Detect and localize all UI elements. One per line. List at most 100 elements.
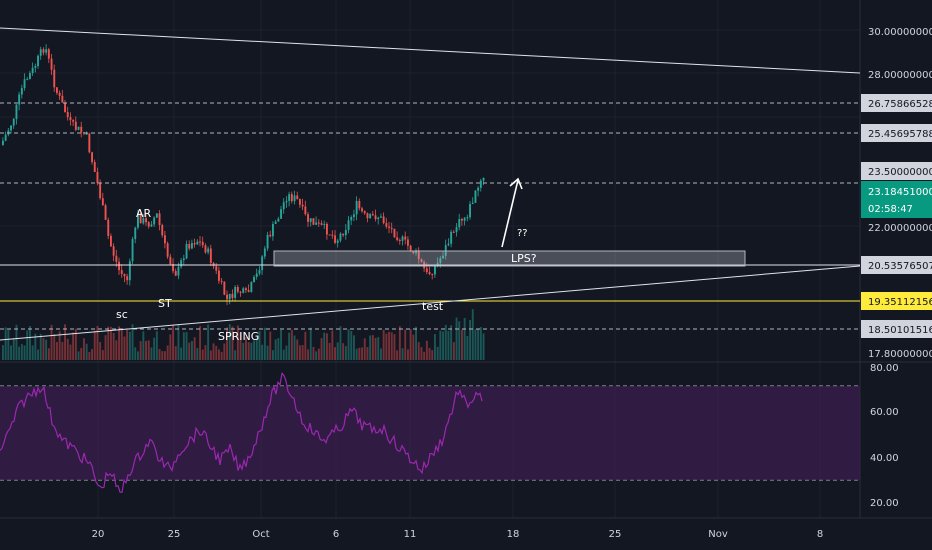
candle-body bbox=[236, 286, 239, 292]
volume-bar bbox=[99, 341, 102, 360]
candle-body bbox=[393, 228, 396, 238]
volume-bar bbox=[328, 342, 331, 360]
volume-bar bbox=[172, 325, 174, 360]
volume-bar bbox=[177, 324, 180, 360]
arrow-drawing[interactable] bbox=[501, 177, 523, 248]
volume-bar bbox=[277, 338, 280, 360]
candle-body bbox=[390, 227, 393, 229]
volume-bar bbox=[228, 324, 231, 360]
candle-body bbox=[444, 245, 447, 256]
trendline-upper[interactable] bbox=[0, 27, 861, 74]
candle-body bbox=[174, 271, 177, 276]
lps-zone-rectangle[interactable] bbox=[273, 250, 746, 267]
volume-bar bbox=[247, 342, 250, 360]
volume-bar bbox=[61, 341, 64, 360]
volume-bar bbox=[137, 351, 139, 360]
volume-bar bbox=[436, 346, 439, 360]
volume-bar bbox=[66, 338, 69, 360]
volume-bar bbox=[369, 335, 372, 360]
volume-bar bbox=[150, 347, 153, 360]
price-tick: 22.00000000 bbox=[868, 223, 932, 234]
volume-bar bbox=[323, 332, 326, 360]
volume-bar bbox=[452, 342, 455, 360]
candle-body bbox=[401, 236, 404, 241]
candle-body bbox=[58, 92, 61, 96]
candle-body bbox=[193, 243, 196, 245]
grid-lines bbox=[0, 0, 860, 518]
candle-body bbox=[80, 126, 83, 133]
candle-body bbox=[209, 248, 212, 263]
volume-bar bbox=[85, 343, 88, 360]
candle-body bbox=[296, 195, 299, 200]
candle-body bbox=[147, 222, 150, 227]
volume-bar bbox=[255, 337, 258, 360]
price-labels: 26.75866528 25.45695788 23.50000000 23.1… bbox=[861, 94, 932, 360]
volume-bar bbox=[409, 329, 412, 360]
volume-bar bbox=[474, 329, 477, 360]
volume-bar bbox=[320, 338, 323, 360]
rsi-axis[interactable]: 80.00 60.00 40.00 20.00 bbox=[870, 363, 899, 509]
volume-bar bbox=[388, 331, 390, 360]
candle-body bbox=[199, 241, 201, 243]
candle-body bbox=[115, 255, 118, 262]
volume-bar bbox=[161, 351, 164, 360]
volume-bar bbox=[199, 326, 201, 360]
candle-body bbox=[182, 258, 185, 261]
candle-body bbox=[142, 218, 145, 224]
volume-bar bbox=[317, 348, 320, 360]
candle-body bbox=[69, 117, 72, 121]
candle-body bbox=[37, 55, 39, 67]
candle-body bbox=[407, 239, 409, 246]
rsi-line bbox=[0, 371, 483, 493]
volume-bar bbox=[245, 337, 247, 360]
volume-bar bbox=[145, 340, 147, 360]
candle-body bbox=[282, 202, 285, 210]
volume-bar bbox=[299, 345, 301, 360]
wyckoff-annotations: AR sc ST SPRING test LPS? ?? bbox=[116, 207, 537, 343]
volume-bar bbox=[477, 328, 480, 360]
price-label-18-5: 18.50101516 bbox=[868, 325, 932, 336]
volume-bar bbox=[471, 309, 474, 360]
volume-bar bbox=[158, 349, 161, 360]
candle-body bbox=[479, 180, 482, 188]
volume-bar bbox=[180, 347, 183, 360]
candle-body bbox=[288, 194, 291, 201]
volume-bar bbox=[218, 349, 220, 360]
candle-body bbox=[228, 293, 231, 300]
candle-body bbox=[290, 194, 293, 202]
candle-body bbox=[388, 226, 390, 228]
volume-bar bbox=[234, 350, 237, 360]
volume-bar bbox=[120, 328, 123, 360]
candlesticks[interactable] bbox=[2, 44, 485, 305]
volume-bar bbox=[439, 330, 442, 360]
candle-body bbox=[153, 217, 156, 225]
volume-bar bbox=[142, 331, 145, 360]
volume-bar bbox=[380, 348, 382, 360]
volume-bar bbox=[204, 345, 207, 360]
volume-bar bbox=[296, 339, 299, 360]
price-label-23-5: 23.50000000 bbox=[868, 167, 932, 178]
volume-bar bbox=[223, 343, 226, 360]
candle-body bbox=[191, 243, 193, 249]
volume-bar bbox=[93, 330, 96, 360]
trendline-lower[interactable] bbox=[0, 265, 861, 341]
time-axis[interactable]: 20 25 Oct 6 11 18 25 Nov 8 bbox=[92, 529, 824, 540]
volume-bar bbox=[166, 345, 169, 360]
volume-bar bbox=[39, 333, 42, 360]
annotation-question: ?? bbox=[517, 228, 528, 239]
volume-bar bbox=[347, 329, 350, 360]
candle-body bbox=[20, 88, 23, 95]
volume-bar bbox=[382, 329, 385, 360]
candle-body bbox=[123, 273, 126, 277]
candle-body bbox=[72, 120, 75, 122]
candle-body bbox=[266, 234, 269, 249]
candle-body bbox=[45, 49, 48, 53]
volume-bar bbox=[131, 324, 134, 360]
candle-body bbox=[215, 266, 218, 271]
volume-bar bbox=[74, 328, 77, 360]
candle-body bbox=[88, 133, 91, 153]
price-axis[interactable]: 30.00000000 28.00000000 22.00000000 bbox=[868, 27, 932, 234]
candle-body bbox=[339, 233, 342, 241]
candle-body bbox=[226, 294, 228, 300]
